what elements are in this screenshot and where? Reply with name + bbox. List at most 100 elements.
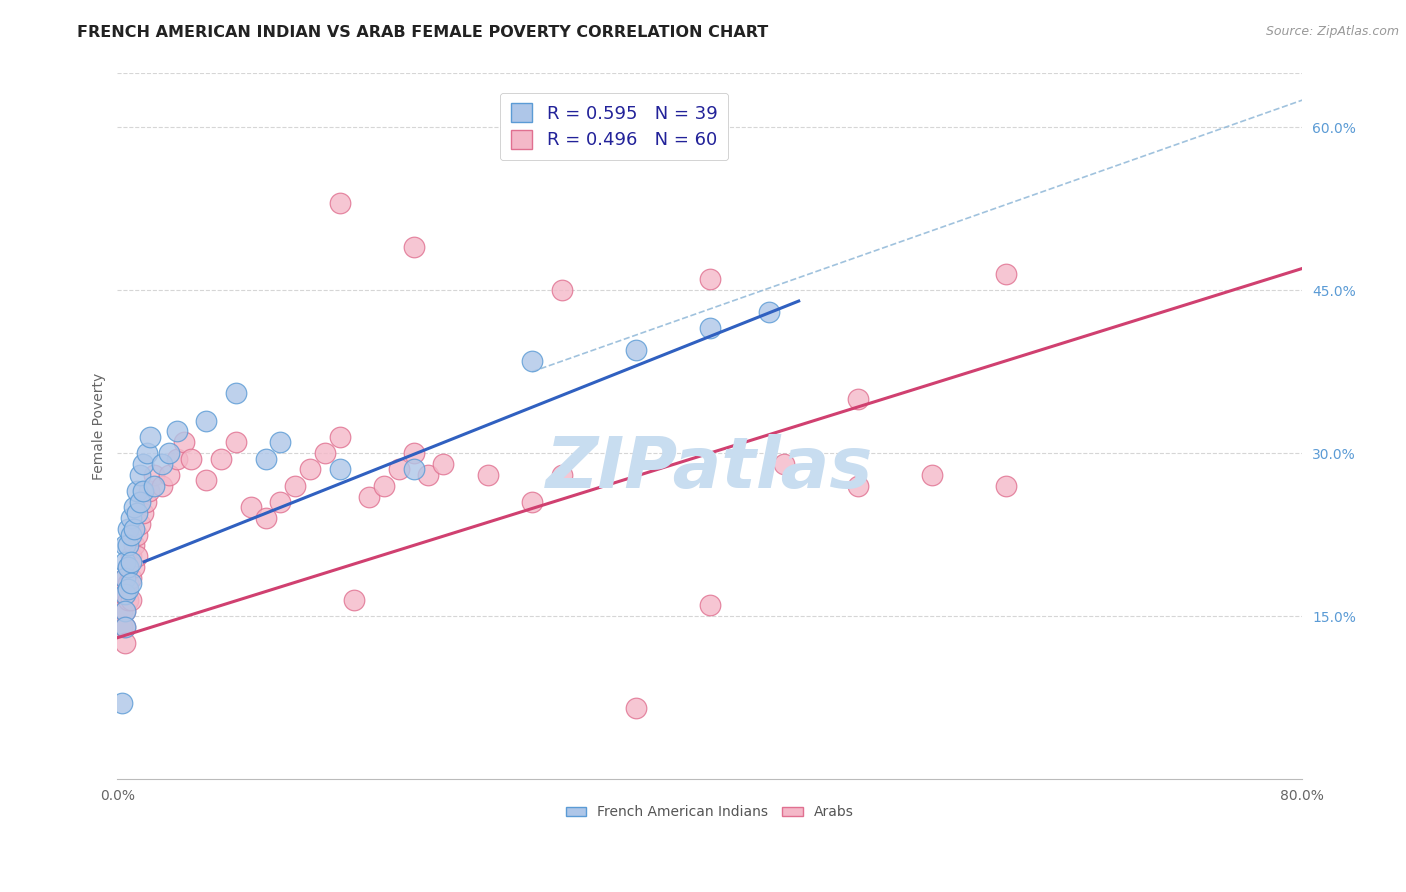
Point: [114, 571, 136, 585]
Point: [120, 571, 142, 585]
Point: [477, 467, 499, 482]
Point: [699, 272, 721, 286]
Point: [128, 495, 150, 509]
Point: [138, 484, 160, 499]
Point: [114, 571, 136, 585]
Point: [128, 516, 150, 531]
Point: [329, 430, 352, 444]
Point: [139, 430, 162, 444]
Point: [125, 506, 148, 520]
Point: [120, 527, 142, 541]
Point: [150, 478, 173, 492]
Point: [120, 576, 142, 591]
Point: [773, 457, 796, 471]
Point: [125, 527, 148, 541]
Point: [117, 522, 139, 536]
Point: [111, 620, 134, 634]
Point: [329, 196, 352, 211]
Point: [195, 473, 218, 487]
Point: [699, 321, 721, 335]
Point: [551, 283, 574, 297]
Point: [195, 413, 218, 427]
Point: [114, 636, 136, 650]
Point: [373, 478, 395, 492]
Point: [402, 446, 425, 460]
Y-axis label: Female Poverty: Female Poverty: [93, 372, 107, 480]
Point: [114, 555, 136, 569]
Point: [131, 457, 153, 471]
Point: [117, 592, 139, 607]
Point: [166, 451, 188, 466]
Point: [135, 495, 157, 509]
Point: [846, 392, 869, 406]
Point: [329, 462, 352, 476]
Point: [120, 555, 142, 569]
Point: [418, 467, 440, 482]
Point: [254, 451, 277, 466]
Legend: French American Indians, Arabs: French American Indians, Arabs: [560, 800, 859, 825]
Point: [131, 506, 153, 520]
Point: [150, 457, 173, 471]
Point: [180, 451, 202, 466]
Point: [125, 549, 148, 564]
Point: [117, 576, 139, 591]
Point: [117, 582, 139, 596]
Point: [995, 478, 1018, 492]
Point: [846, 478, 869, 492]
Point: [111, 603, 134, 617]
Point: [225, 386, 247, 401]
Point: [131, 484, 153, 499]
Point: [120, 592, 142, 607]
Point: [314, 446, 336, 460]
Text: Source: ZipAtlas.com: Source: ZipAtlas.com: [1265, 25, 1399, 38]
Point: [117, 538, 139, 552]
Point: [122, 522, 145, 536]
Point: [269, 495, 291, 509]
Point: [239, 500, 262, 515]
Point: [143, 478, 166, 492]
Point: [402, 462, 425, 476]
Point: [120, 549, 142, 564]
Point: [225, 435, 247, 450]
Point: [114, 620, 136, 634]
Point: [120, 511, 142, 525]
Point: [551, 467, 574, 482]
Point: [114, 620, 136, 634]
Point: [758, 305, 780, 319]
Point: [114, 587, 136, 601]
Point: [432, 457, 454, 471]
Point: [114, 538, 136, 552]
Point: [624, 343, 647, 357]
Point: [173, 435, 195, 450]
Point: [284, 478, 307, 492]
Point: [122, 560, 145, 574]
Text: FRENCH AMERICAN INDIAN VS ARAB FEMALE POVERTY CORRELATION CHART: FRENCH AMERICAN INDIAN VS ARAB FEMALE PO…: [77, 25, 769, 40]
Point: [128, 467, 150, 482]
Point: [298, 462, 321, 476]
Point: [520, 495, 543, 509]
Point: [359, 490, 381, 504]
Point: [402, 240, 425, 254]
Point: [114, 603, 136, 617]
Text: ZIPatlas: ZIPatlas: [546, 434, 873, 503]
Point: [122, 538, 145, 552]
Point: [699, 598, 721, 612]
Point: [157, 446, 180, 460]
Point: [111, 587, 134, 601]
Point: [209, 451, 232, 466]
Point: [114, 603, 136, 617]
Point: [343, 592, 366, 607]
Point: [624, 701, 647, 715]
Point: [269, 435, 291, 450]
Point: [143, 467, 166, 482]
Point: [921, 467, 943, 482]
Point: [520, 353, 543, 368]
Point: [111, 696, 134, 710]
Point: [125, 484, 148, 499]
Point: [254, 511, 277, 525]
Point: [117, 560, 139, 574]
Point: [388, 462, 411, 476]
Point: [136, 446, 159, 460]
Point: [122, 500, 145, 515]
Point: [114, 587, 136, 601]
